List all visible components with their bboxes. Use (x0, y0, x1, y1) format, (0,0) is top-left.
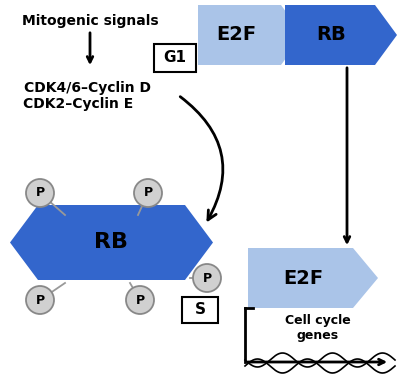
Text: Cell cycle
genes: Cell cycle genes (285, 314, 351, 342)
Text: RB: RB (94, 233, 128, 252)
Text: G1: G1 (164, 51, 186, 65)
Circle shape (26, 179, 54, 207)
Text: P: P (144, 187, 152, 200)
Polygon shape (248, 248, 378, 308)
Text: CDK2–Cyclin E: CDK2–Cyclin E (23, 97, 133, 111)
Circle shape (126, 286, 154, 314)
FancyArrowPatch shape (180, 97, 223, 220)
Text: Mitogenic signals: Mitogenic signals (22, 14, 158, 28)
FancyBboxPatch shape (154, 44, 196, 72)
Text: P: P (202, 271, 212, 285)
Text: S: S (194, 302, 206, 318)
Polygon shape (198, 5, 303, 65)
FancyBboxPatch shape (182, 297, 218, 323)
Text: RB: RB (316, 25, 346, 44)
Text: E2F: E2F (283, 269, 323, 288)
Text: E2F: E2F (216, 25, 256, 44)
Text: CDK4/6–Cyclin D: CDK4/6–Cyclin D (24, 81, 152, 95)
Circle shape (193, 264, 221, 292)
Circle shape (134, 179, 162, 207)
Text: P: P (36, 293, 44, 307)
Circle shape (26, 286, 54, 314)
Polygon shape (285, 5, 397, 65)
Text: P: P (136, 293, 144, 307)
Text: P: P (36, 187, 44, 200)
Polygon shape (10, 205, 213, 280)
